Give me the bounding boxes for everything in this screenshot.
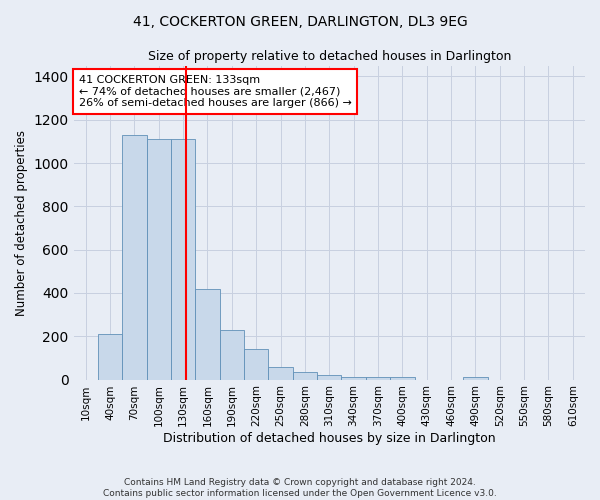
Bar: [220, 330, 244, 380]
Title: Size of property relative to detached houses in Darlington: Size of property relative to detached ho…: [148, 50, 511, 63]
Bar: [390, 378, 415, 380]
Y-axis label: Number of detached properties: Number of detached properties: [15, 130, 28, 316]
Bar: [293, 372, 317, 380]
Bar: [122, 135, 146, 380]
Bar: [341, 378, 366, 380]
Text: Contains HM Land Registry data © Crown copyright and database right 2024.
Contai: Contains HM Land Registry data © Crown c…: [103, 478, 497, 498]
Bar: [463, 378, 488, 380]
Bar: [317, 376, 341, 380]
Bar: [366, 378, 390, 380]
Bar: [244, 350, 268, 380]
X-axis label: Distribution of detached houses by size in Darlington: Distribution of detached houses by size …: [163, 432, 496, 445]
Text: 41 COCKERTON GREEN: 133sqm
← 74% of detached houses are smaller (2,467)
26% of s: 41 COCKERTON GREEN: 133sqm ← 74% of deta…: [79, 75, 352, 108]
Bar: [196, 288, 220, 380]
Bar: [98, 334, 122, 380]
Bar: [268, 366, 293, 380]
Bar: [171, 139, 196, 380]
Text: 41, COCKERTON GREEN, DARLINGTON, DL3 9EG: 41, COCKERTON GREEN, DARLINGTON, DL3 9EG: [133, 15, 467, 29]
Bar: [146, 139, 171, 380]
